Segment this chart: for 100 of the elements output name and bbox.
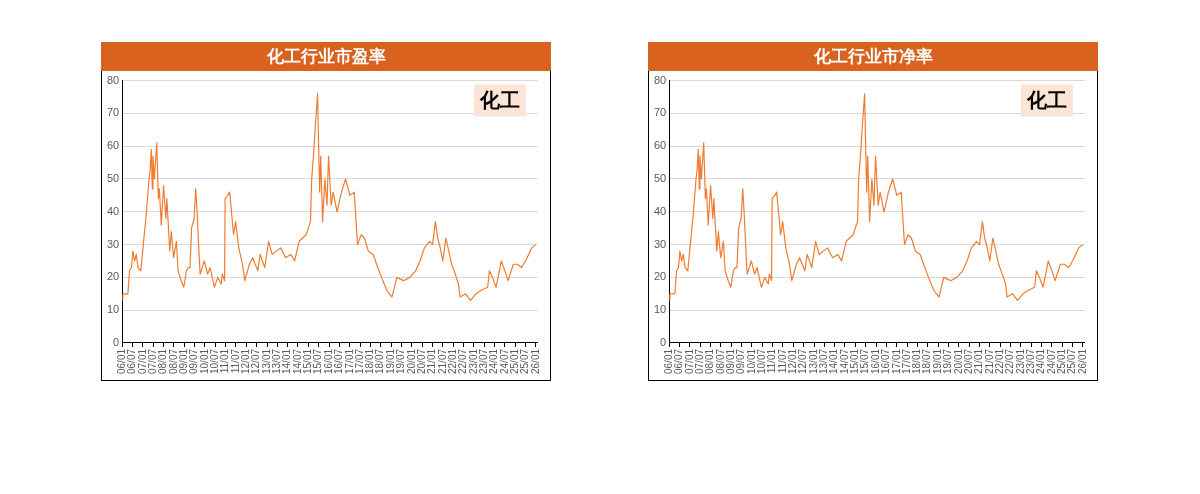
chart-title: 化工行业市净率 xyxy=(648,42,1098,71)
x-tick-label: 13/01 xyxy=(807,348,819,375)
y-tick-label: 30 xyxy=(106,237,120,250)
x-tick-label: 17/07 xyxy=(353,348,365,375)
x-tick-label: 08/01 xyxy=(704,348,716,375)
x-tick-label: 21/01 xyxy=(426,348,438,375)
x-tick-label: 10/07 xyxy=(755,348,767,375)
y-tick-label: 60 xyxy=(653,139,667,152)
x-tick-label: 06/07 xyxy=(673,348,685,375)
x-tick-label: 19/01 xyxy=(384,348,396,375)
x-tick-label: 07/07 xyxy=(693,348,705,375)
y-tick-label: 0 xyxy=(113,336,120,349)
x-tick-label: 19/07 xyxy=(395,348,407,375)
x-tick-label: 18/01 xyxy=(364,348,376,375)
y-tick-label: 20 xyxy=(106,270,120,283)
y-tick-label: 80 xyxy=(106,73,120,86)
x-tick-label: 20/01 xyxy=(405,348,417,375)
x-tick-label: 24/07 xyxy=(1045,348,1057,375)
x-tick-label: 06/07 xyxy=(126,348,138,375)
y-tick-label: 70 xyxy=(106,106,120,119)
x-tick-label: 21/07 xyxy=(436,348,448,375)
x-tick-label: 09/07 xyxy=(735,348,747,375)
x-tick-label: 22/01 xyxy=(446,348,458,375)
x-tick-label: 22/07 xyxy=(457,348,469,375)
x-tick-label: 12/07 xyxy=(250,348,262,375)
x-tick-label: 08/01 xyxy=(157,348,169,375)
x-tick-label: 15/01 xyxy=(302,348,314,375)
y-tick-label: 70 xyxy=(653,106,667,119)
x-tick-label: 20/07 xyxy=(962,348,974,375)
x-tick-label: 17/01 xyxy=(343,348,355,375)
x-tick-label: 26/01 xyxy=(529,348,541,375)
y-tick-label: 60 xyxy=(106,139,120,152)
x-tick-label: 09/01 xyxy=(725,348,737,375)
x-tick-label: 19/01 xyxy=(931,348,943,375)
x-tick-label: 12/07 xyxy=(797,348,809,375)
x-tick-label: 09/07 xyxy=(188,348,200,375)
x-tick-label: 11/01 xyxy=(219,348,231,374)
y-tick-label: 30 xyxy=(653,237,667,250)
x-tick-label: 15/07 xyxy=(312,348,324,375)
x-tick-label: 21/01 xyxy=(973,348,985,375)
y-tick-label: 40 xyxy=(106,204,120,217)
x-tick-label: 11/01 xyxy=(766,348,778,374)
x-tick-label: 07/01 xyxy=(136,348,148,375)
x-tick-label: 22/07 xyxy=(1004,348,1016,375)
x-tick-label: 08/07 xyxy=(714,348,726,375)
x-tick-label: 23/07 xyxy=(1024,348,1036,375)
x-tick-label: 13/07 xyxy=(818,348,830,375)
x-tick-label: 22/01 xyxy=(993,348,1005,375)
x-tick-label: 10/01 xyxy=(198,348,210,375)
x-tick-label: 24/07 xyxy=(498,348,510,375)
x-tick-label: 16/01 xyxy=(322,348,334,375)
x-tick-label: 09/01 xyxy=(178,348,190,375)
chart-title: 化工行业市盈率 xyxy=(101,42,551,71)
y-tick-label: 50 xyxy=(106,172,120,185)
x-tick-label: 23/01 xyxy=(1014,348,1026,375)
x-tick-label: 17/07 xyxy=(900,348,912,375)
x-tick-label: 17/01 xyxy=(890,348,902,375)
y-tick-label: 10 xyxy=(106,303,120,316)
x-tick-label: 11/07 xyxy=(776,348,788,374)
x-tick-label: 25/07 xyxy=(1066,348,1078,375)
x-tick-label: 26/01 xyxy=(1076,348,1088,375)
y-tick-label: 0 xyxy=(660,336,667,349)
annotation: 化工 xyxy=(478,89,520,112)
y-tick-label: 10 xyxy=(653,303,667,316)
x-tick-label: 16/01 xyxy=(869,348,881,375)
x-tick-label: 20/07 xyxy=(415,348,427,375)
x-tick-label: 14/01 xyxy=(828,348,840,375)
x-tick-label: 24/01 xyxy=(1035,348,1047,375)
x-tick-label: 15/07 xyxy=(859,348,871,375)
x-tick-label: 23/07 xyxy=(477,348,489,375)
x-tick-label: 16/07 xyxy=(880,348,892,375)
y-tick-label: 80 xyxy=(653,73,667,86)
x-tick-label: 12/01 xyxy=(240,348,252,375)
x-tick-label: 11/07 xyxy=(229,348,241,374)
x-tick-label: 08/07 xyxy=(167,348,179,375)
annotation: 化工 xyxy=(1025,89,1067,112)
x-tick-label: 13/01 xyxy=(260,348,272,375)
y-tick-label: 50 xyxy=(653,172,667,185)
x-tick-label: 25/01 xyxy=(509,348,521,375)
x-tick-label: 18/07 xyxy=(921,348,933,375)
x-tick-label: 13/07 xyxy=(271,348,283,375)
x-tick-label: 14/07 xyxy=(838,348,850,375)
x-tick-label: 10/01 xyxy=(745,348,757,375)
y-tick-label: 40 xyxy=(653,204,667,217)
x-tick-label: 16/07 xyxy=(333,348,345,375)
x-tick-label: 21/07 xyxy=(983,348,995,375)
x-tick-label: 06/01 xyxy=(662,348,674,375)
y-tick-label: 20 xyxy=(653,270,667,283)
x-tick-label: 18/01 xyxy=(911,348,923,375)
x-tick-label: 20/01 xyxy=(952,348,964,375)
x-tick-label: 14/01 xyxy=(281,348,293,375)
x-tick-label: 07/07 xyxy=(146,348,158,375)
x-tick-label: 12/01 xyxy=(787,348,799,375)
x-tick-label: 23/01 xyxy=(467,348,479,375)
x-tick-label: 06/01 xyxy=(115,348,127,375)
x-tick-label: 25/07 xyxy=(519,348,531,375)
x-tick-label: 18/07 xyxy=(374,348,386,375)
x-tick-label: 10/07 xyxy=(208,348,220,375)
x-tick-label: 24/01 xyxy=(488,348,500,375)
x-tick-label: 07/01 xyxy=(683,348,695,375)
